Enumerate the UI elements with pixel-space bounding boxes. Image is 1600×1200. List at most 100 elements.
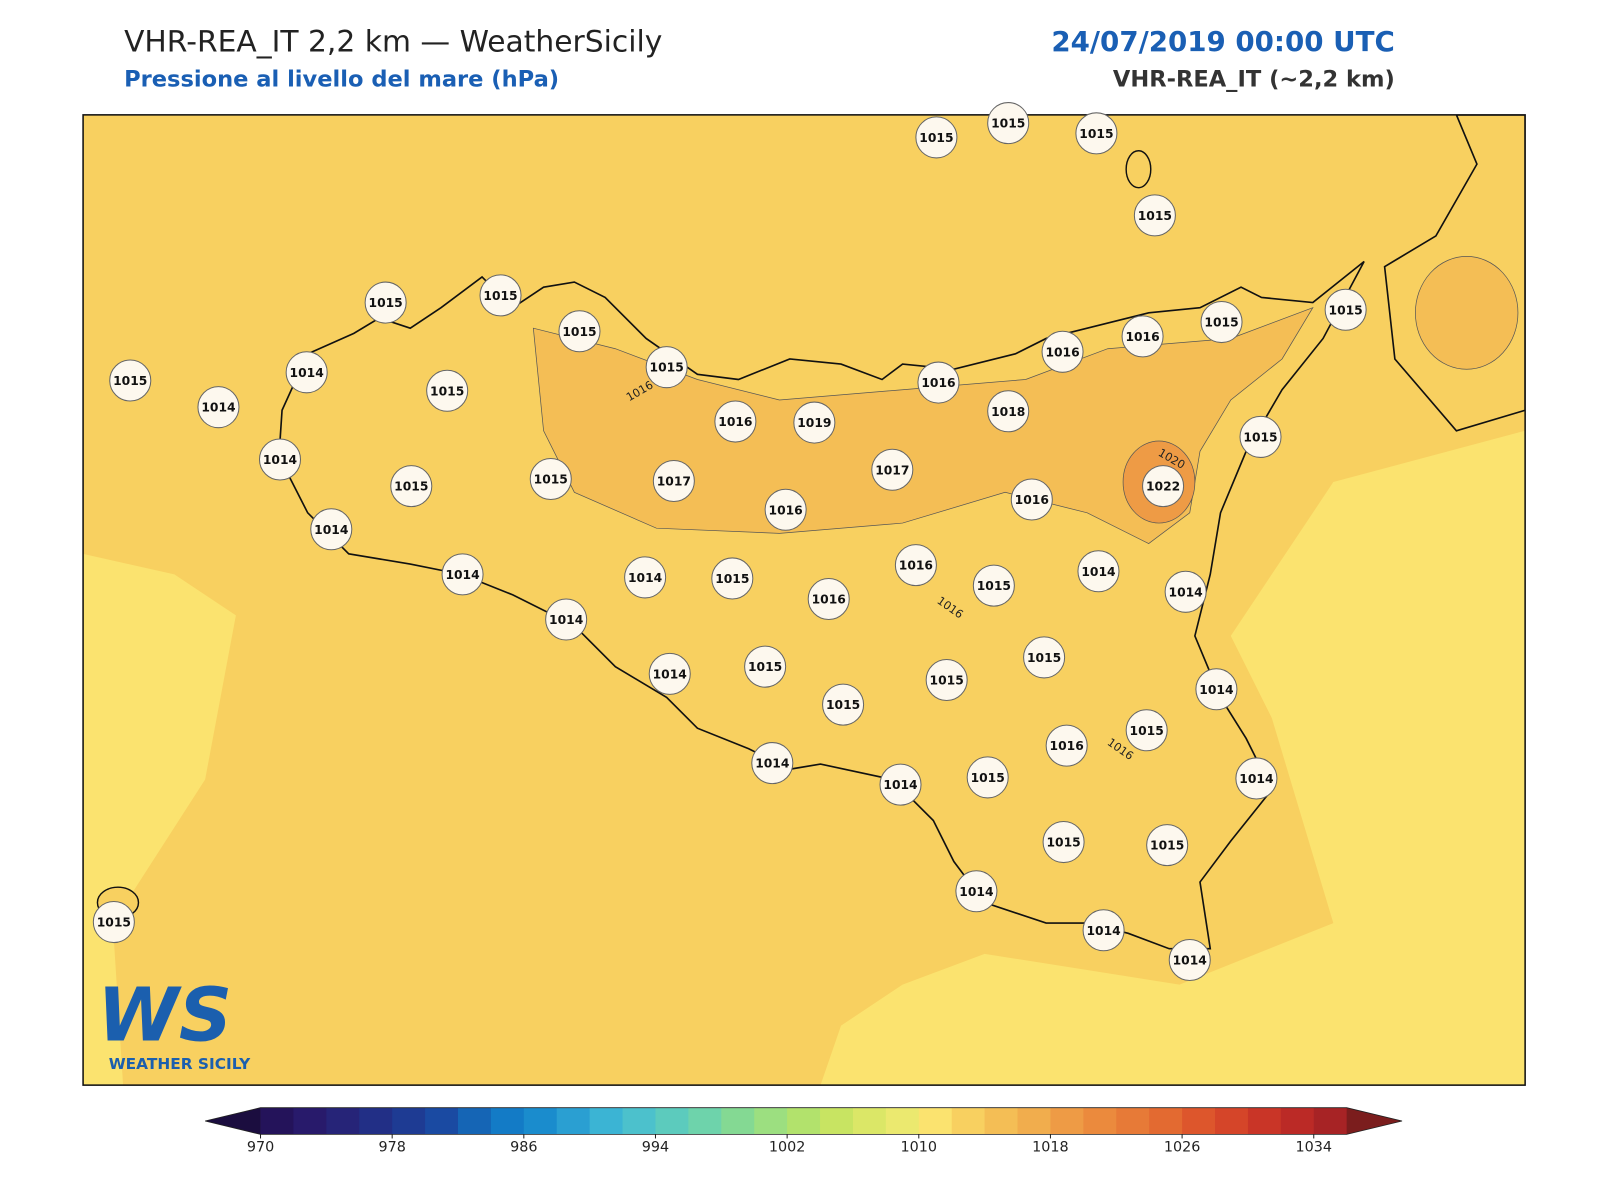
colorbar-segment xyxy=(754,1107,788,1135)
station-value: 1014 xyxy=(1239,772,1273,786)
station-marker xyxy=(364,281,407,324)
station-marker xyxy=(917,361,960,404)
station-marker xyxy=(109,359,152,402)
station-value: 1015 xyxy=(430,384,464,398)
station-value: 1015 xyxy=(369,296,403,310)
station-value: 1014 xyxy=(628,571,662,585)
station-value: 1014 xyxy=(549,613,583,627)
station-marker xyxy=(1200,301,1243,344)
station-value: 1014 xyxy=(314,523,348,537)
colorbar-segment xyxy=(622,1107,656,1135)
station-marker xyxy=(915,116,958,159)
station-value: 1016 xyxy=(1050,739,1084,753)
colorbar-segment xyxy=(984,1107,1019,1135)
subtitle: Pressione al livello del mare (hPa) xyxy=(124,67,559,93)
station-value: 1016 xyxy=(921,376,955,390)
station-marker xyxy=(1125,709,1168,752)
colorbar-segment xyxy=(260,1107,294,1135)
colorbar-tick-label: 1010 xyxy=(901,1140,938,1156)
station-value: 1015 xyxy=(919,131,953,145)
colorbar-segment xyxy=(1050,1107,1084,1135)
station-marker xyxy=(764,488,807,531)
station-value: 1016 xyxy=(812,593,846,607)
station-marker xyxy=(879,763,922,806)
colorbar-segment xyxy=(523,1107,558,1135)
station-value: 1015 xyxy=(826,698,860,712)
colorbar-segment xyxy=(688,1107,722,1135)
colorbar-segment xyxy=(490,1107,525,1135)
station-value: 1016 xyxy=(899,559,933,573)
station-marker xyxy=(426,369,469,412)
colorbar-segment xyxy=(951,1107,986,1135)
station-marker xyxy=(1082,909,1125,952)
colorbar-tick-label: 970 xyxy=(247,1140,274,1156)
colorbar-segment xyxy=(1116,1107,1150,1135)
colorbar-tick-label: 1018 xyxy=(1032,1140,1069,1156)
station-marker xyxy=(894,544,937,587)
station-value: 1017 xyxy=(657,475,691,489)
colorbar-tick-label: 978 xyxy=(378,1140,405,1156)
station-value: 1014 xyxy=(1169,585,1203,599)
station-marker xyxy=(1077,550,1120,593)
colorbar-segment xyxy=(1083,1107,1117,1135)
station-value: 1015 xyxy=(562,325,596,339)
station-value: 1015 xyxy=(97,916,131,930)
colorbar-under xyxy=(205,1107,261,1135)
colorbar-segment xyxy=(918,1107,953,1135)
station-value: 1018 xyxy=(991,405,1025,419)
station-value: 1015 xyxy=(748,660,782,674)
colorbar-tick-label: 1002 xyxy=(769,1140,806,1156)
station-marker xyxy=(1324,288,1367,331)
station-value: 1016 xyxy=(718,415,752,429)
colorbar-segment xyxy=(1149,1107,1183,1135)
colorbar-segment xyxy=(326,1107,360,1135)
station-value: 1015 xyxy=(1204,316,1238,330)
station-marker xyxy=(987,102,1030,145)
station-marker xyxy=(925,658,968,702)
station-value: 1015 xyxy=(1243,430,1277,444)
station-marker xyxy=(793,401,836,444)
island xyxy=(1125,150,1152,189)
colorbar-segment xyxy=(885,1107,920,1135)
datetime: 24/07/2019 00:00 UTC xyxy=(1051,25,1394,58)
station-marker xyxy=(1146,824,1189,867)
colorbar-segment xyxy=(1182,1107,1216,1135)
map: WS WEATHER SICILY xyxy=(82,114,1526,1086)
station-marker xyxy=(529,457,572,500)
station-value: 1016 xyxy=(1015,493,1049,507)
model: VHR-REA_IT (~2,2 km) xyxy=(1113,67,1395,93)
station-marker xyxy=(1164,570,1207,613)
station-marker xyxy=(479,274,522,317)
colorbar-tick-label: 1026 xyxy=(1164,1140,1201,1156)
station-value: 1015 xyxy=(483,289,517,303)
station-marker xyxy=(871,448,914,491)
colorbar-segment xyxy=(1215,1107,1249,1135)
logo-mark: WS xyxy=(97,973,232,1059)
station-value: 1014 xyxy=(1173,954,1207,968)
colorbar-segment xyxy=(852,1107,887,1135)
station-value: 1014 xyxy=(290,366,324,380)
station-value: 1014 xyxy=(959,885,993,899)
station-marker xyxy=(624,556,667,599)
station-marker xyxy=(390,465,433,508)
station-marker xyxy=(1168,938,1211,982)
station-marker xyxy=(972,564,1015,607)
station-value: 1015 xyxy=(1329,303,1363,317)
station-value: 1014 xyxy=(1086,924,1120,938)
colorbar-over xyxy=(1346,1107,1403,1135)
station-marker xyxy=(987,390,1030,433)
station-value: 1015 xyxy=(534,473,568,487)
station-marker xyxy=(711,557,754,600)
colorbar-segment xyxy=(1017,1107,1051,1135)
station-marker xyxy=(807,577,850,620)
station-value: 1015 xyxy=(1046,836,1080,850)
station-value: 1015 xyxy=(1138,209,1172,223)
station-value: 1017 xyxy=(875,463,909,477)
colorbar-tick-label: 986 xyxy=(510,1140,537,1156)
station-marker xyxy=(822,683,865,726)
station-marker xyxy=(441,553,484,596)
station-value: 1014 xyxy=(1081,565,1115,579)
station-value: 1016 xyxy=(1045,345,1079,359)
station-marker xyxy=(645,346,688,389)
colorbar-segment xyxy=(425,1107,459,1135)
